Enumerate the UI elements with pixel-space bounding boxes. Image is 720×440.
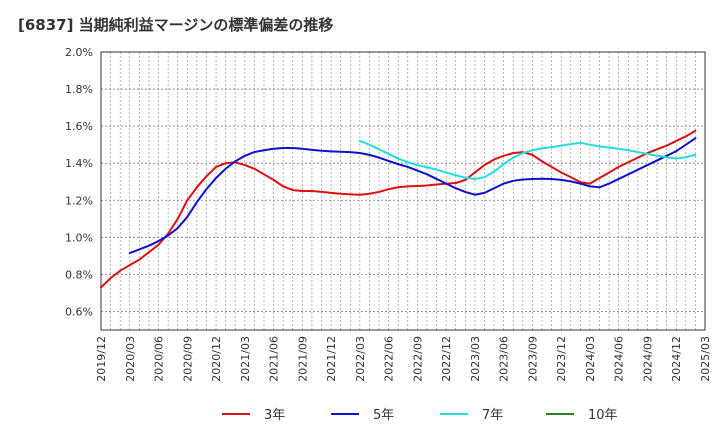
x-tick-label: 2023/03	[469, 336, 482, 382]
x-tick-label: 2021/12	[325, 336, 338, 382]
legend-label: 5年	[373, 408, 394, 423]
x-tick-label: 2020/12	[210, 336, 223, 382]
y-tick-label: 0.6%	[65, 305, 93, 318]
x-tick-label: 2024/09	[641, 336, 654, 382]
series-line-3年	[100, 129, 697, 289]
x-tick-label: 2023/06	[498, 336, 511, 382]
x-tick-label: 2025/03	[699, 336, 712, 382]
x-tick-label: 2024/06	[613, 336, 626, 382]
x-tick-label: 2020/06	[153, 336, 166, 382]
x-tick-label: 2024/03	[584, 336, 597, 382]
x-tick-label: 2020/09	[181, 336, 194, 382]
x-tick-label: 2022/12	[440, 336, 453, 382]
grid-layer	[100, 51, 706, 330]
series-layer	[100, 129, 697, 289]
x-tick-label: 2023/12	[555, 336, 568, 382]
x-tick-label: 2020/03	[124, 336, 137, 382]
x-tick-label: 2024/12	[670, 336, 683, 382]
y-tick-label: 1.2%	[65, 194, 93, 207]
x-tick-label: 2021/03	[239, 336, 252, 382]
legend-label: 7年	[482, 408, 503, 423]
x-tick-label: 2022/03	[354, 336, 367, 382]
y-tick-label: 2.0%	[65, 46, 93, 59]
series-line-5年	[128, 137, 697, 255]
legend-label: 10年	[588, 408, 618, 423]
chart-title: [6837] 当期純利益マージンの標準偏差の推移	[18, 16, 334, 34]
y-tick-label: 1.6%	[65, 120, 93, 133]
y-tick-label: 1.0%	[65, 231, 93, 244]
x-tick-label: 2022/09	[411, 336, 424, 382]
x-tick-label: 2021/09	[296, 336, 309, 382]
y-tick-label: 1.4%	[65, 157, 93, 170]
axis-layer: 2.0% 1.8% 1.6% 1.4% 1.2% 1.0% 0.8% 0.6% 2019/12 2…	[65, 46, 712, 382]
x-tick-label: 2022/06	[383, 336, 396, 382]
x-tick-label: 2023/09	[526, 336, 539, 382]
y-tick-label: 1.8%	[65, 83, 93, 96]
legend-label: 3年	[264, 408, 285, 423]
series-line-7年	[358, 139, 697, 180]
plot-frame	[100, 51, 706, 331]
y-tick-label: 0.8%	[65, 268, 93, 281]
x-tick-label: 2019/12	[95, 336, 108, 382]
legend-layer: 3年 5年 7年 10年	[222, 408, 618, 423]
x-tick-label: 2021/06	[268, 336, 281, 382]
